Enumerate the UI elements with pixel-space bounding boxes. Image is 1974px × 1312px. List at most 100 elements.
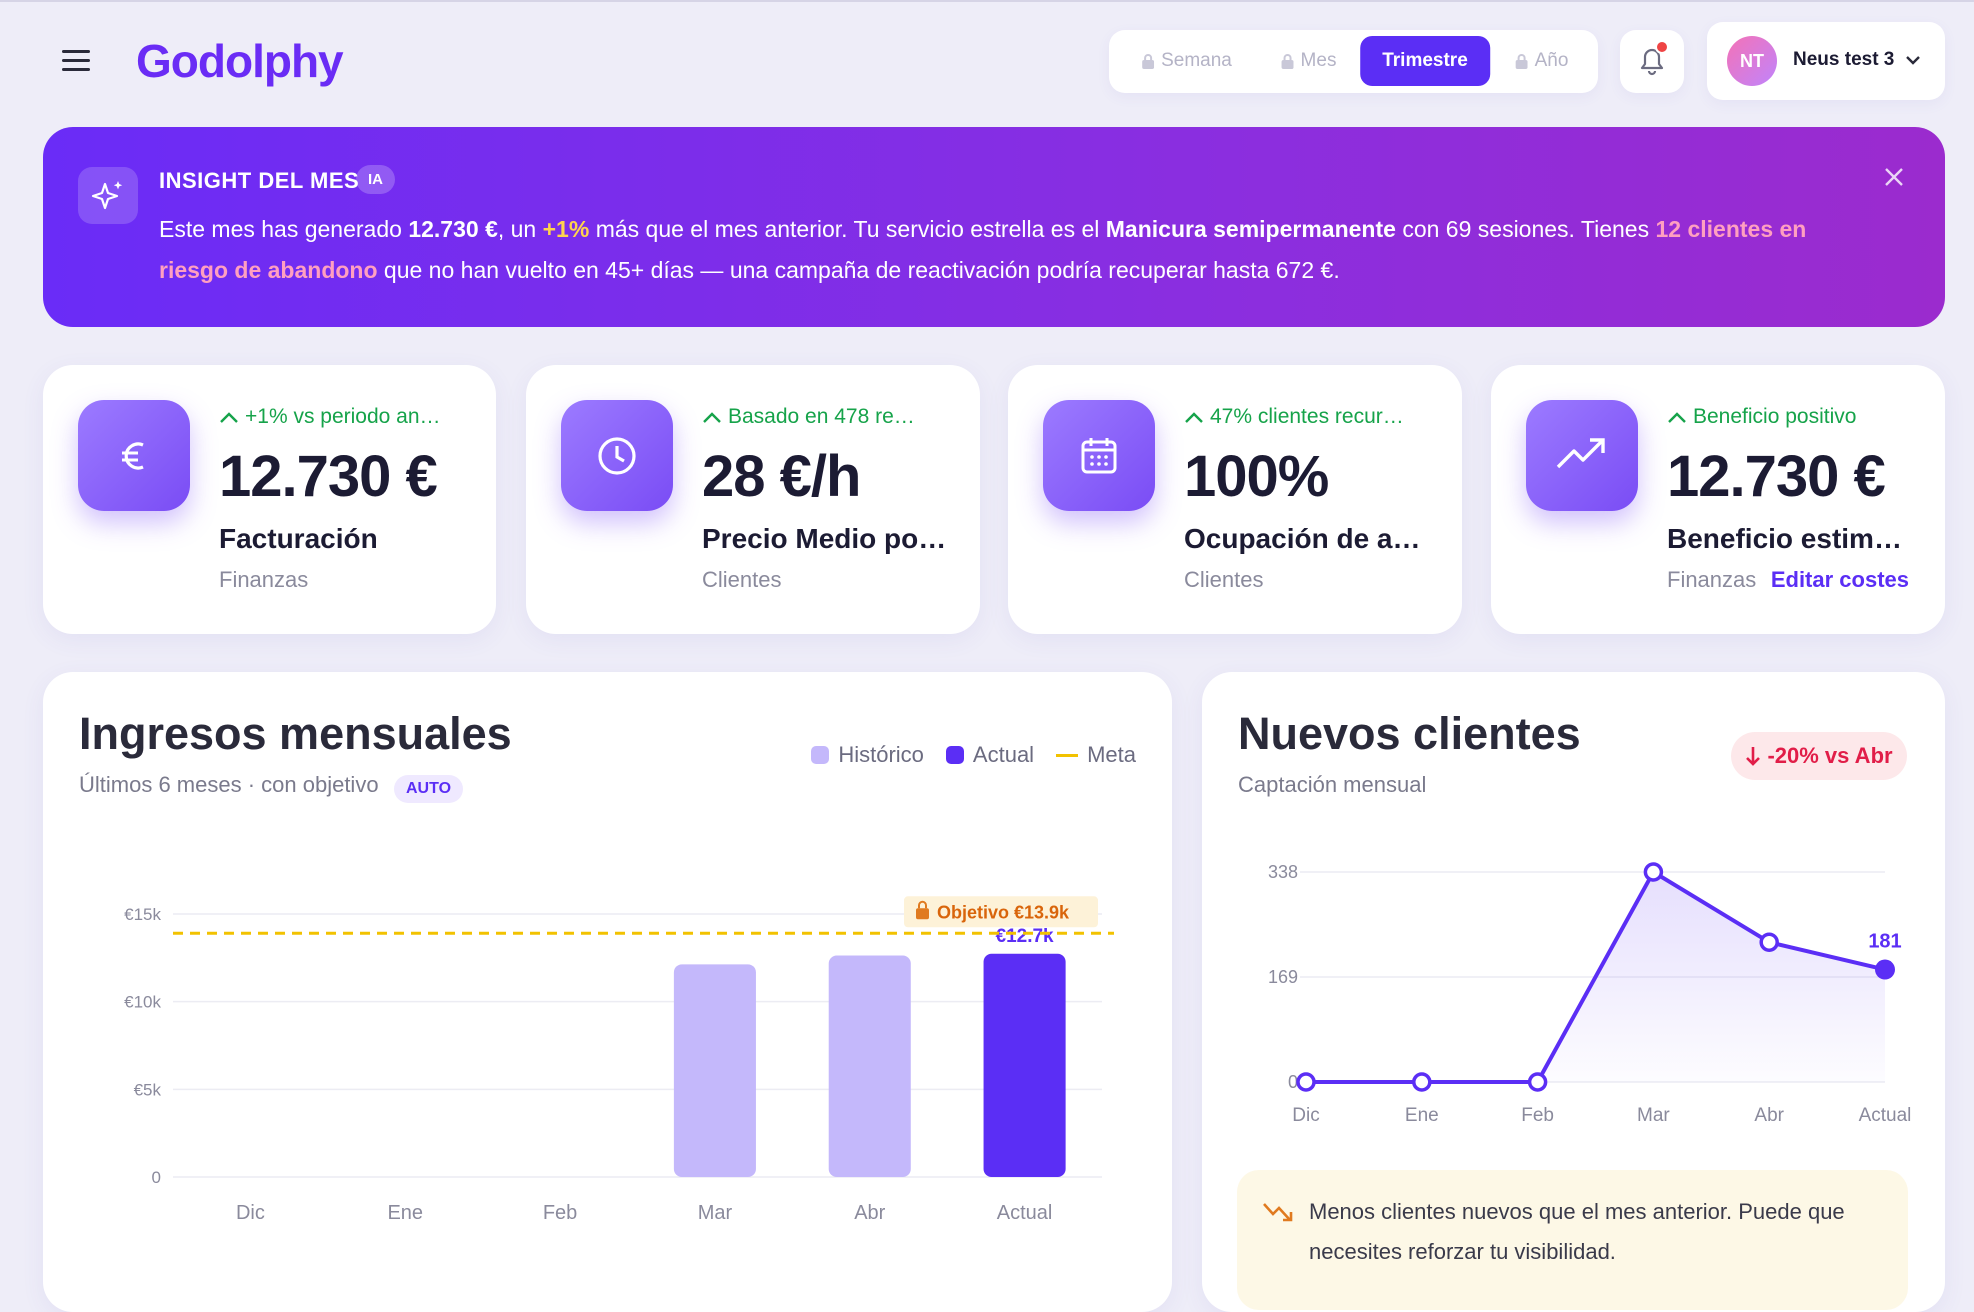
- goal-label: Objetivo €13.9k: [937, 902, 1070, 922]
- period-button[interactable]: Año: [1515, 50, 1569, 72]
- legend-label: Actual: [972, 742, 1035, 767]
- bar: [983, 953, 1066, 1177]
- kpi-value: 100%: [1184, 444, 1329, 509]
- chart-title: Ingresos mensuales: [79, 708, 512, 759]
- insight-icon: [78, 167, 138, 224]
- point: [1527, 1072, 1548, 1092]
- kpi-icon: [561, 400, 673, 511]
- kpi-label: Precio Medio po…: [702, 523, 947, 554]
- lock-icon: [1515, 53, 1528, 69]
- chart-subtitle: Captación mensual: [1238, 772, 1427, 797]
- kpi-icon: [78, 400, 190, 511]
- insight-segment: 12.730 €: [408, 216, 498, 242]
- goal-label-bg: [904, 896, 1098, 928]
- arrow-down-icon: [1746, 747, 1761, 766]
- legend-item: Actual: [945, 742, 1035, 768]
- kpi-category: Finanzas: [219, 567, 309, 592]
- change-badge: -20% vs Abr: [1731, 732, 1907, 780]
- chart-title: Nuevos clientes: [1238, 708, 1581, 759]
- logo[interactable]: Godolphy: [136, 35, 344, 87]
- trend-up-icon: [1185, 412, 1203, 423]
- x-tick-label: Dic: [236, 1202, 265, 1224]
- x-tick-label: Abr: [1754, 1105, 1784, 1126]
- x-tick-label: Actual: [997, 1202, 1053, 1224]
- note-text: Menos clientes nuevos que el mes anterio…: [1309, 1199, 1845, 1264]
- legend-label: Histórico: [838, 742, 924, 767]
- line: [1306, 870, 1886, 1084]
- x-tick-label: Ene: [387, 1202, 423, 1224]
- euro-icon: [122, 441, 144, 470]
- insight-text: Este mes has generado 12.730 €, un +1% m…: [159, 209, 1809, 291]
- period-button[interactable]: Semana: [1142, 50, 1232, 72]
- kpi-icon: [1043, 400, 1155, 511]
- chart-subtitle: Últimos 6 meses · con objetivo: [79, 772, 379, 797]
- legend-swatch: [945, 746, 964, 764]
- close-button[interactable]: [1881, 164, 1907, 190]
- period-label: Año: [1534, 50, 1569, 71]
- kpi-value: 12.730 €: [219, 444, 438, 509]
- revenue-chart: 0 €5k €10k €15k Dic Ene Feb Mar Abr Actual €12.7k O…: [124, 896, 1114, 1224]
- kpi-label: Ocupación de a…: [1184, 523, 1421, 554]
- lock-shackle: [918, 900, 927, 909]
- bell-icon: [1640, 40, 1669, 76]
- kpi-category: Clientes: [702, 567, 782, 592]
- menu-button[interactable]: [62, 48, 92, 74]
- kpi-card: 47% clientes recur… 100% Ocupación de a……: [1008, 365, 1462, 634]
- lock-body: [1281, 59, 1294, 69]
- kpi-trend-text: 47% clientes recur…: [1210, 405, 1404, 428]
- note-box: Menos clientes nuevos que el mes anterio…: [1237, 1170, 1908, 1310]
- point: [1412, 1072, 1432, 1092]
- point: [1875, 959, 1895, 980]
- period-button[interactable]: Trimestre: [1360, 36, 1490, 86]
- x-tick-label: Abr: [854, 1202, 885, 1224]
- period-label: Trimestre: [1382, 50, 1468, 71]
- lock-body: [1515, 59, 1528, 69]
- kpi-trend: 47% clientes recur…: [1184, 405, 1404, 429]
- x-tick-label: Feb: [1521, 1105, 1554, 1126]
- point: [1759, 932, 1779, 952]
- sparkle-icon: [91, 180, 123, 209]
- user-menu[interactable]: NT Neus test 3: [1707, 22, 1945, 100]
- clock-icon: [598, 436, 636, 475]
- kpi-trend: Basado en 478 re…: [702, 405, 915, 429]
- value-label: 181: [1868, 931, 1901, 953]
- kpi-category: Clientes: [1184, 567, 1264, 592]
- lock-icon: [1142, 53, 1155, 69]
- bar: [828, 955, 911, 1177]
- notifications-button[interactable]: [1620, 30, 1684, 93]
- kpi-label: Beneficio estim…: [1667, 523, 1902, 554]
- legend-swatch: [811, 746, 830, 764]
- y-tick-label: 338: [1268, 862, 1298, 882]
- kpi-card: +1% vs periodo an… 12.730 € Facturación …: [43, 365, 496, 634]
- kpi-label: Facturación: [219, 523, 378, 554]
- y-tick-label: €15k: [124, 905, 161, 924]
- kpi-trend-text: Basado en 478 re…: [728, 405, 915, 428]
- insight-badge: IA: [356, 165, 395, 194]
- period-label: Mes: [1300, 50, 1337, 71]
- period-label: Semana: [1161, 50, 1232, 71]
- trend-up-icon: [220, 412, 238, 423]
- kpi-card: Basado en 478 re… 28 €/h Precio Medio po…: [526, 365, 980, 634]
- kpi-icon: [1526, 400, 1638, 511]
- user-name: Neus test 3: [1793, 49, 1895, 70]
- kpi-trend-text: Beneficio positivo: [1693, 405, 1857, 428]
- point: [1643, 862, 1664, 882]
- y-tick-label: 0: [152, 1168, 161, 1187]
- point: [1296, 1072, 1316, 1092]
- value-label: €12.7k: [996, 926, 1055, 947]
- x-tick-label: Dic: [1292, 1105, 1319, 1126]
- y-tick-label: €10k: [124, 993, 161, 1012]
- kpi-trend: Beneficio positivo: [1667, 405, 1856, 429]
- x-tick-label: Feb: [543, 1202, 577, 1224]
- insight-segment: Manicura semipermanente: [1105, 216, 1396, 242]
- lock-shackle: [1283, 53, 1292, 60]
- kpi-trend: +1% vs periodo an…: [219, 405, 441, 429]
- clients-card: Nuevos clientes Captación mensual -20% v…: [1202, 672, 1945, 1312]
- insight-segment: +1%: [542, 216, 590, 242]
- kpi-card: Beneficio positivo 12.730 € Beneficio es…: [1491, 365, 1945, 634]
- insight-segment: con 69 sesiones. Tienes: [1395, 216, 1656, 242]
- period-button[interactable]: Mes: [1281, 50, 1337, 72]
- edit-costs-link[interactable]: Editar costes: [1770, 567, 1909, 592]
- insight-segment: más que el mes anterior. Tu servicio est…: [589, 216, 1106, 242]
- trending-up-icon: [1556, 437, 1605, 468]
